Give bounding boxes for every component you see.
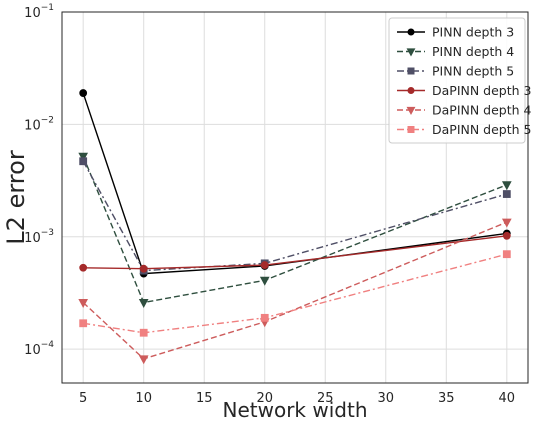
legend-label: DaPINN depth 5	[432, 122, 532, 137]
legend-item: DaPINN depth 3	[397, 83, 532, 98]
data-point	[79, 263, 88, 272]
data-point	[502, 190, 511, 198]
data-point	[502, 231, 511, 240]
data-point	[138, 355, 149, 365]
y-tick-exponent: −3	[41, 228, 54, 238]
y-tick-label: 10−3	[24, 228, 54, 246]
x-tick-label: 5	[79, 391, 87, 406]
data-point	[407, 126, 415, 133]
y-tick-exponent: −2	[41, 115, 54, 125]
y-tick-base: 10	[24, 6, 41, 21]
series-2	[78, 152, 512, 308]
data-point	[407, 87, 415, 94]
legend: PINN depth 3 PINN depth 4 PINN depth 5 DaPI…	[388, 17, 532, 144]
legend-label: DaPINN depth 3	[432, 83, 532, 98]
y-tick-base: 10	[24, 343, 41, 358]
series-line	[82, 221, 508, 360]
series-layer	[78, 89, 512, 365]
x-tick-label: 25	[317, 391, 334, 406]
legend-label: PINN depth 4	[432, 44, 514, 59]
series-line	[83, 253, 507, 334]
legend-label: DaPINN depth 4	[432, 103, 532, 118]
series-line	[82, 92, 507, 275]
x-tick-label: 15	[196, 391, 213, 406]
x-tick-label: 10	[135, 391, 152, 406]
data-point	[79, 157, 88, 166]
legend-item: DaPINN depth 4	[397, 103, 532, 118]
series-line	[82, 156, 508, 304]
data-point	[501, 218, 512, 228]
data-point	[406, 106, 416, 116]
data-point	[78, 152, 89, 162]
data-point	[78, 299, 89, 308]
legend-box	[388, 17, 526, 144]
legend-item: PINN depth 5	[397, 64, 514, 79]
x-tick-label: 40	[499, 391, 516, 406]
data-point	[407, 67, 415, 75]
data-point	[139, 328, 148, 337]
data-point	[259, 276, 270, 286]
legend-item: PINN depth 4	[397, 44, 514, 59]
legend-item: PINN depth 3	[397, 25, 514, 40]
y-tick-label: 10−1	[24, 3, 54, 21]
y-tick-base: 10	[24, 118, 41, 133]
data-point	[79, 89, 88, 97]
data-point	[260, 261, 269, 269]
data-point	[406, 48, 416, 57]
data-point	[79, 319, 88, 328]
x-tick-label: 35	[438, 391, 455, 406]
data-point	[501, 181, 512, 191]
data-point	[502, 250, 511, 259]
y-tick-label: 10−4	[24, 340, 54, 358]
series-5	[78, 218, 512, 365]
x-tick-label: 20	[256, 391, 273, 406]
legend-label: PINN depth 5	[432, 64, 514, 79]
legend-item: DaPINN depth 5	[397, 122, 532, 137]
y-tick-exponent: −4	[41, 340, 55, 350]
x-tick-label: 30	[378, 391, 395, 406]
y-tick-label: 10−2	[24, 115, 54, 133]
legend-label: PINN depth 3	[432, 25, 514, 40]
series-4	[79, 231, 511, 273]
data-point	[138, 299, 149, 308]
plot-frame	[61, 11, 529, 384]
y-axis-label: L2 error	[2, 150, 30, 245]
data-point	[407, 28, 415, 36]
y-tick-exponent: −1	[41, 3, 54, 13]
data-point	[139, 264, 148, 273]
data-point	[260, 313, 269, 322]
y-tick-base: 10	[24, 231, 41, 246]
series-6	[79, 250, 511, 337]
series-line	[83, 235, 507, 270]
x-axis-label: Network width	[223, 398, 368, 422]
